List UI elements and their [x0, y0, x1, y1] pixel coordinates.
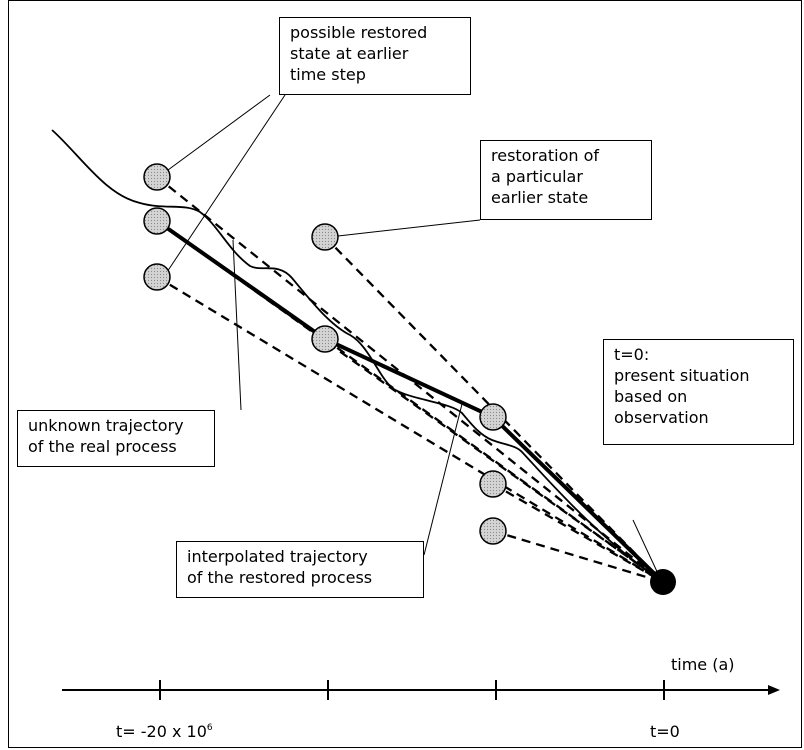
label-particular-state: restoration of a particular earlier stat…	[480, 140, 652, 220]
restored-state-circle	[143, 163, 171, 191]
dashed-link	[156, 276, 664, 583]
dashed-link	[324, 338, 664, 583]
dashed-link	[156, 220, 664, 583]
axis-title: time (a)	[671, 655, 735, 674]
tick-label-start: t= -20 x 106	[116, 722, 213, 741]
leader-line	[167, 94, 271, 171]
leader-line	[423, 403, 463, 556]
leader-line	[632, 519, 661, 579]
restored-state-circle	[311, 325, 339, 353]
restored-state-circle	[479, 403, 507, 431]
label-present-situation: t=0: present situation based on observat…	[603, 339, 794, 445]
restored-state-circle	[479, 517, 507, 545]
label-earlier-time-step: possible restored state at earlier time …	[279, 17, 471, 95]
restored-state-circle	[143, 263, 171, 291]
tick-label-start-text: t= -20 x 10	[116, 722, 207, 741]
tick-label-start-exponent: 6	[206, 723, 213, 733]
real-process-trajectory	[51, 129, 664, 583]
restored-state-circle	[143, 207, 171, 235]
time-axis-arrowhead	[768, 685, 780, 695]
restored-state-circle	[479, 470, 507, 498]
interpolated-trajectory	[155, 219, 665, 584]
leader-line	[164, 94, 286, 276]
leader-line	[337, 219, 481, 237]
dashed-link	[492, 483, 664, 583]
tick-label-end: t=0	[650, 722, 680, 741]
restored-state-circle	[311, 223, 339, 251]
present-state-dot	[650, 569, 676, 595]
dashed-link	[156, 176, 664, 583]
label-interpolated-trajectory: interpolated trajectory of the restored …	[176, 541, 424, 598]
label-unknown-trajectory: unknown trajectory of the real process	[17, 410, 215, 467]
